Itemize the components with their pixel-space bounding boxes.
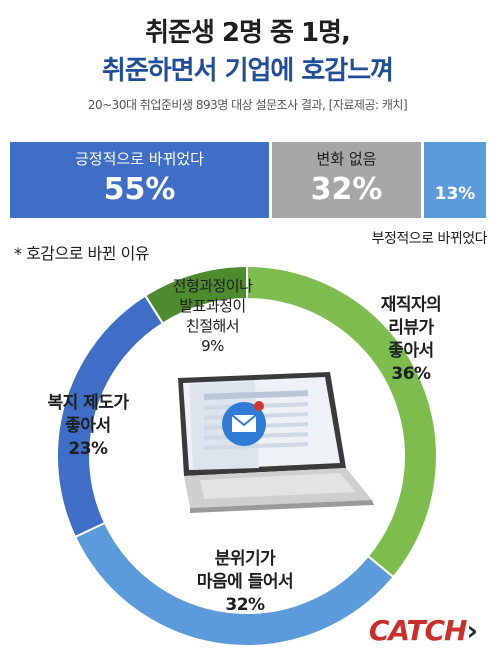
donut-label-review: 재직자의 리뷰가 좋아서 36% <box>356 294 466 386</box>
bar-segment-positive: 긍정적으로 바뀌었다 55% <box>10 142 269 218</box>
donut-label-review-pct: 36% <box>391 364 431 384</box>
bar-value-positive: 55% <box>103 172 176 207</box>
donut-label-process-pct: 9% <box>201 337 224 355</box>
donut-label-welfare: 복지 제도가 좋아서 23% <box>28 392 148 461</box>
donut-label-process-line2: 발표과정이 <box>179 297 246 315</box>
donut-label-review-line3: 좋아서 <box>388 341 434 361</box>
donut-label-atmosphere-pct: 32% <box>225 595 265 615</box>
title-line-2: 취준하면서 기업에 호감느껴 <box>101 56 394 86</box>
section-label: * 호감으로 바뀐 이유 <box>14 244 150 263</box>
donut-label-atmosphere: 분위기가 마음에 들어서 32% <box>165 548 325 617</box>
bar-label-positive: 긍정적으로 바뀌었다 <box>75 150 204 168</box>
donut-label-process: 전형과정이나 발표과정이 친절해서 9% <box>150 276 275 356</box>
bar-value-neutral: 32% <box>310 172 383 207</box>
bar-label-negative: 부정적으로 바뀌었다 <box>371 231 488 247</box>
logo-chevron-icon: › <box>466 614 478 647</box>
donut-label-atmosphere-line1: 분위기가 <box>214 549 276 569</box>
catch-logo: CATCH› <box>368 614 478 647</box>
donut-label-review-line2: 리뷰가 <box>388 318 434 338</box>
donut-label-process-line3: 친절해서 <box>185 317 240 335</box>
donut-label-welfare-pct: 23% <box>68 439 108 459</box>
bar-label-neutral: 변화 없음 <box>316 150 377 168</box>
donut-label-review-line1: 재직자의 <box>380 295 442 315</box>
logo-text: CATCH <box>368 614 468 647</box>
bar-segment-neutral: 변화 없음 32% <box>272 142 421 218</box>
donut-label-atmosphere-line2: 마음에 들어서 <box>196 572 294 592</box>
laptop-icon <box>178 372 374 513</box>
donut-label-process-line1: 전형과정이나 <box>172 277 253 295</box>
bar-segment-negative: 13% <box>424 142 486 218</box>
bar-value-negative: 13% <box>434 184 476 204</box>
donut-slice-4 <box>143 264 248 325</box>
title-line-1: 취준생 2명 중 1명, <box>145 18 351 48</box>
stacked-bar: 긍정적으로 바뀌었다 55% 변화 없음 32% 13% <box>10 142 486 218</box>
subtitle: 20~30대 취업준비생 893명 대상 설문조사 결과, [자료제공: 캐치] <box>87 98 408 112</box>
donut-label-welfare-line2: 좋아서 <box>65 416 111 436</box>
donut-label-welfare-line1: 복지 제도가 <box>47 393 129 413</box>
